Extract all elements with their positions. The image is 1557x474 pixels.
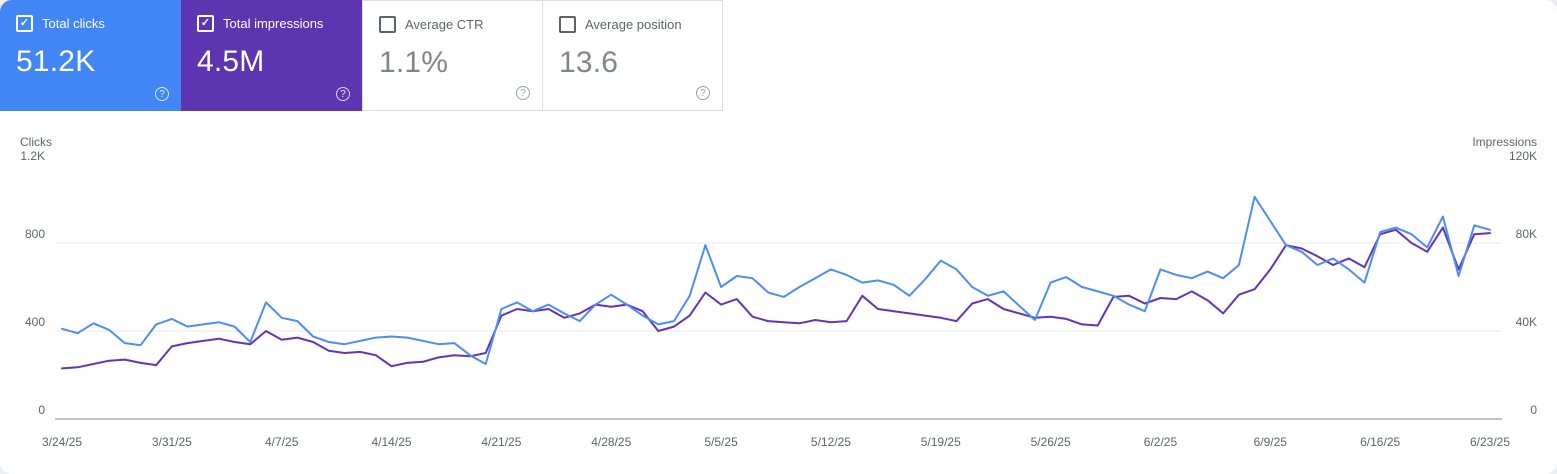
svg-text:4/7/25: 4/7/25 <box>265 435 299 449</box>
svg-text:1.2K: 1.2K <box>20 149 45 163</box>
svg-text:4/21/25: 4/21/25 <box>481 435 521 449</box>
average-ctr-label: Average CTR <box>405 17 484 32</box>
svg-text:6/2/25: 6/2/25 <box>1144 435 1178 449</box>
average-ctr-checkbox[interactable] <box>379 16 396 33</box>
svg-text:6/16/25: 6/16/25 <box>1360 435 1400 449</box>
performance-chart[interactable]: Clicks Impressions 1.2K 800 400 0 120K 80K 40K… <box>0 111 1557 474</box>
metric-card-total-impressions[interactable]: Total impressions 4.5M <box>181 0 362 111</box>
metric-card-header: Total clicks <box>16 15 167 32</box>
total-impressions-checkbox[interactable] <box>197 15 214 32</box>
total-clicks-checkbox[interactable] <box>16 15 33 32</box>
metric-card-average-ctr[interactable]: Average CTR 1.1% <box>362 0 543 111</box>
svg-text:120K: 120K <box>1509 149 1537 163</box>
help-icon[interactable] <box>336 87 350 101</box>
svg-text:5/19/25: 5/19/25 <box>921 435 961 449</box>
svg-text:40K: 40K <box>1516 315 1537 329</box>
svg-text:6/23/25: 6/23/25 <box>1470 435 1510 449</box>
svg-text:800: 800 <box>25 227 45 241</box>
metric-card-header: Average position <box>559 16 708 33</box>
svg-text:5/12/25: 5/12/25 <box>811 435 851 449</box>
svg-text:0: 0 <box>1530 403 1537 417</box>
left-axis-title: Clicks <box>20 135 52 149</box>
metric-card-total-clicks[interactable]: Total clicks 51.2K <box>0 0 181 111</box>
svg-text:4/28/25: 4/28/25 <box>591 435 631 449</box>
total-clicks-label: Total clicks <box>42 16 105 31</box>
svg-text:0: 0 <box>38 403 45 417</box>
total-clicks-value: 51.2K <box>16 45 96 78</box>
help-icon[interactable] <box>696 86 710 100</box>
chart-canvas[interactable]: 1.2K 800 400 0 120K 80K 40K 0 3/24/25 3/31/25 4/7/… <box>0 130 1557 474</box>
svg-text:80K: 80K <box>1516 227 1537 241</box>
total-impressions-label: Total impressions <box>223 16 324 31</box>
svg-text:5/5/25: 5/5/25 <box>704 435 738 449</box>
average-position-checkbox[interactable] <box>559 16 576 33</box>
help-icon[interactable] <box>516 86 530 100</box>
metric-cards: Total clicks 51.2K Total impressions 4.5… <box>0 0 1557 111</box>
metric-card-average-position[interactable]: Average position 13.6 <box>542 0 723 111</box>
svg-text:4/14/25: 4/14/25 <box>372 435 412 449</box>
right-axis-title: Impressions <box>1472 135 1537 149</box>
svg-text:400: 400 <box>25 315 45 329</box>
svg-text:5/26/25: 5/26/25 <box>1031 435 1071 449</box>
svg-text:3/24/25: 3/24/25 <box>42 435 82 449</box>
metric-card-header: Total impressions <box>197 15 348 32</box>
help-icon[interactable] <box>155 87 169 101</box>
total-impressions-value: 4.5M <box>197 45 265 78</box>
average-position-value: 13.6 <box>559 46 619 79</box>
average-ctr-value: 1.1% <box>379 46 449 79</box>
svg-text:3/31/25: 3/31/25 <box>152 435 192 449</box>
average-position-label: Average position <box>585 17 682 32</box>
svg-text:6/9/25: 6/9/25 <box>1254 435 1288 449</box>
metric-card-header: Average CTR <box>379 16 528 33</box>
